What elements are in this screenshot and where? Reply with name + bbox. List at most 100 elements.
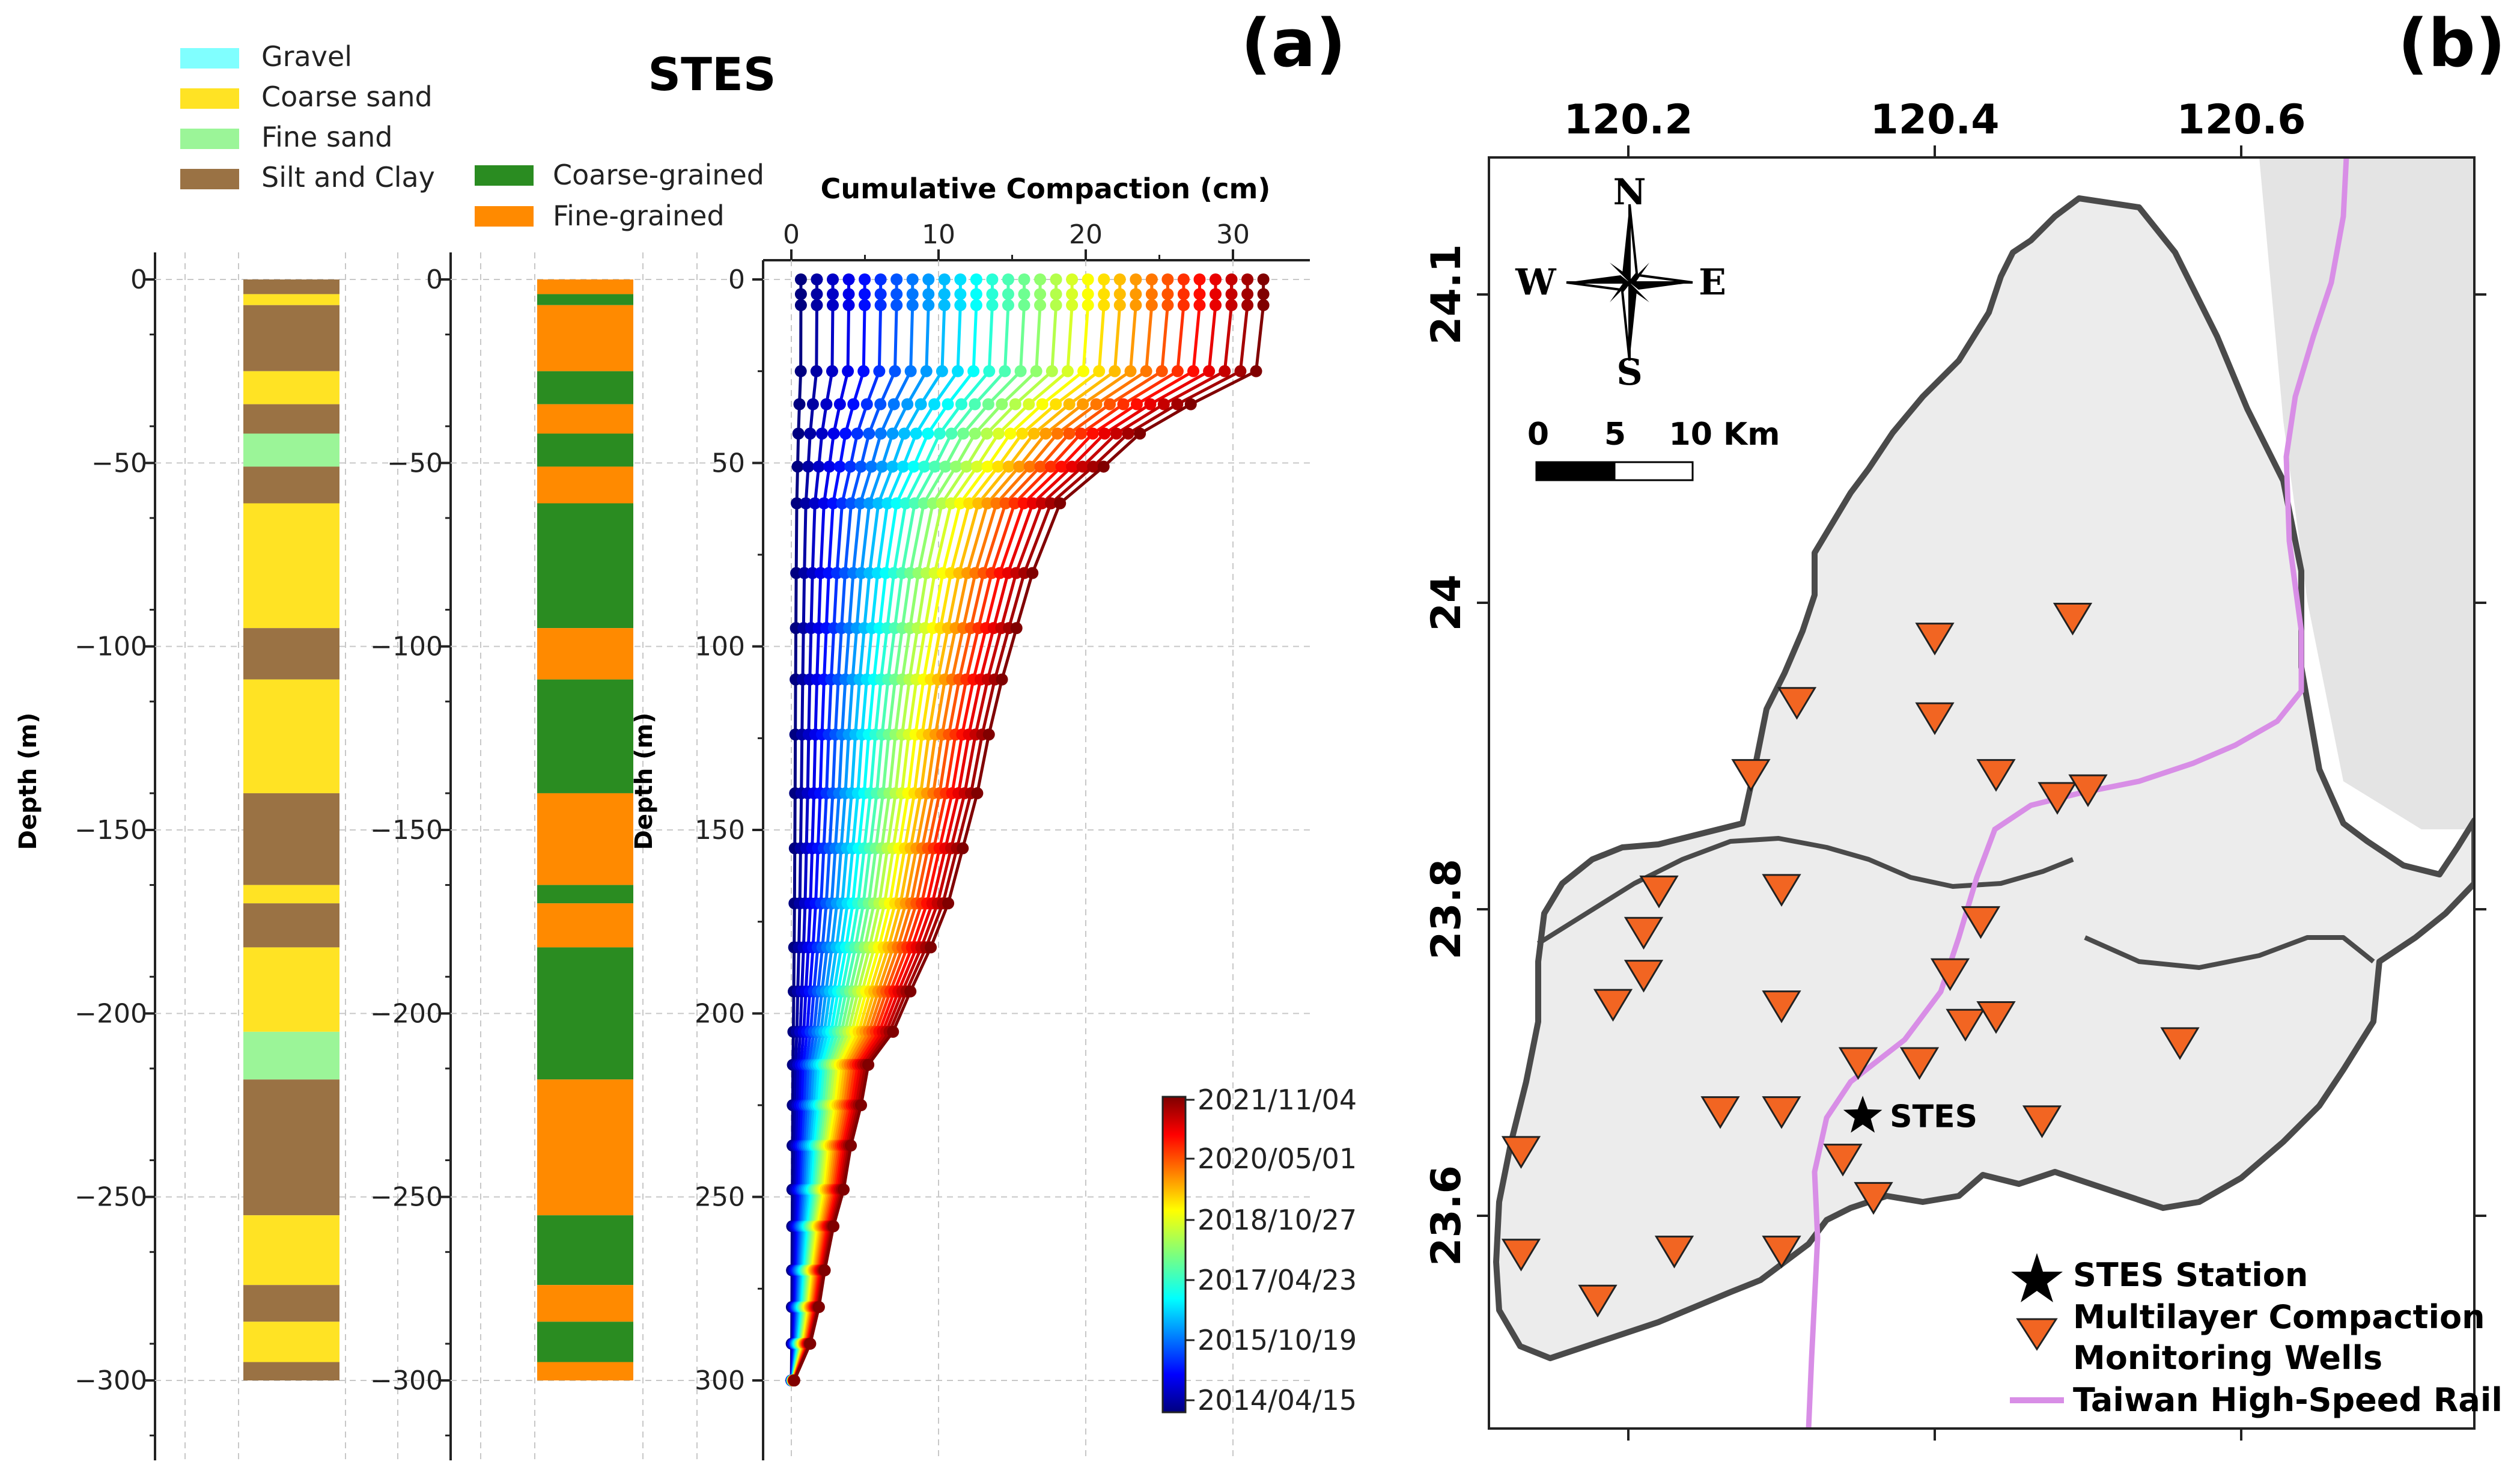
series-point: [928, 398, 941, 410]
series-point: [901, 398, 914, 410]
lithology-layer: [243, 503, 339, 629]
series-point: [1075, 427, 1088, 440]
series-point: [1187, 365, 1200, 377]
series-point: [1110, 427, 1122, 440]
well-marker-icon: [1654, 1236, 1694, 1269]
station-star-icon[interactable]: [1843, 1096, 1882, 1133]
series-point: [1109, 365, 1121, 377]
series-point: [922, 288, 935, 300]
series-point: [907, 460, 920, 473]
series-point: [1117, 398, 1130, 410]
series-point: [933, 427, 946, 440]
series-point: [886, 427, 899, 440]
well-marker-icon: [1930, 958, 1970, 992]
panel-b-label: (b): [2398, 5, 2506, 82]
series-point: [1004, 427, 1017, 440]
lithology-legend: Gravel Coarse sand Fine sand Silt and Cl…: [180, 40, 435, 194]
series-point: [859, 273, 871, 285]
well-marker-icon: [1762, 874, 1801, 907]
well-marker-icon: [1501, 1136, 1541, 1169]
lithology-layer: [243, 947, 339, 1032]
well-marker-icon: [2160, 1027, 2200, 1060]
series-point: [791, 497, 803, 510]
series-point: [1063, 427, 1076, 440]
series-point: [827, 273, 839, 285]
series-point: [811, 299, 823, 311]
monitoring-wells: [1501, 603, 2200, 1318]
series-point: [1090, 398, 1103, 410]
series-point: [906, 288, 919, 300]
series-point: [1017, 497, 1030, 510]
lat-label-23-8: 23.8: [1423, 859, 1470, 960]
series-point: [983, 365, 996, 377]
series-point: [1009, 398, 1021, 410]
series-point: [1002, 288, 1014, 300]
series-point: [874, 427, 887, 440]
series-point: [942, 897, 955, 910]
well-marker-icon: [1762, 1096, 1801, 1129]
series-point: [890, 288, 903, 300]
series-point: [928, 460, 941, 473]
scale-bar-black: [1535, 461, 1616, 481]
series-point: [1066, 460, 1079, 473]
series-point: [1130, 288, 1142, 300]
compass-e: E: [1699, 261, 1726, 303]
series-point: [938, 273, 951, 285]
scale-label-10: 10 Km: [1669, 416, 1780, 453]
well-marker-icon: [1899, 1047, 1940, 1080]
series-point: [982, 398, 994, 410]
series-point: [1145, 299, 1158, 311]
lithology-layer: [243, 1362, 339, 1380]
series-point: [1184, 398, 1197, 410]
grain-layer: [537, 793, 633, 885]
series-point: [970, 273, 982, 285]
series-point: [1034, 460, 1047, 473]
series-point: [792, 427, 805, 440]
lithology-layer: [243, 628, 339, 680]
series-point: [981, 460, 994, 473]
series-point: [1257, 299, 1270, 311]
series-point: [1098, 273, 1110, 285]
lon-tick-labels: 120.2 120.4 120.6: [1563, 96, 2305, 144]
legend-label-fine-grained: Fine-grained: [553, 200, 725, 232]
series-point: [842, 299, 855, 311]
series-point: [1145, 288, 1158, 300]
scale-label-0: 0: [1527, 416, 1549, 453]
colorbar-gradient: [1161, 1096, 1187, 1413]
series-point: [1122, 427, 1134, 440]
lithology-layer: [243, 466, 339, 504]
series-point: [827, 299, 839, 311]
series-point: [802, 460, 815, 473]
well-marker-icon: [1624, 960, 1664, 993]
series-point: [904, 985, 917, 998]
series-point: [1087, 460, 1100, 473]
grain-layer: [537, 1215, 633, 1285]
series-point: [874, 288, 887, 300]
y-tick-label: −150: [370, 815, 443, 846]
series-point: [960, 460, 973, 473]
series-point: [1010, 622, 1023, 635]
series-point: [1077, 398, 1089, 410]
grain-layer: [537, 1322, 633, 1362]
series-point: [815, 427, 828, 440]
series-point: [910, 427, 922, 440]
series-point: [899, 497, 912, 510]
series-point: [833, 398, 846, 410]
series-point: [794, 288, 807, 300]
series-point: [842, 365, 854, 377]
series-point: [1257, 273, 1270, 285]
map-area: STES: [1493, 157, 2474, 1429]
series-point: [1161, 273, 1174, 285]
well-marker-icon: [2068, 774, 2108, 808]
series-point: [833, 460, 846, 473]
x-tick-label: 30: [1216, 219, 1250, 250]
series-point: [874, 299, 887, 311]
series-point: [904, 365, 917, 377]
colorbar-label: 2017/04/23: [1198, 1264, 1357, 1296]
well-marker-icon: [1578, 1284, 1618, 1318]
legend-swatch-fine-sand: [180, 129, 239, 149]
station-label: STES: [1890, 1099, 1977, 1135]
series-point: [970, 288, 982, 300]
series-point: [1250, 365, 1262, 377]
